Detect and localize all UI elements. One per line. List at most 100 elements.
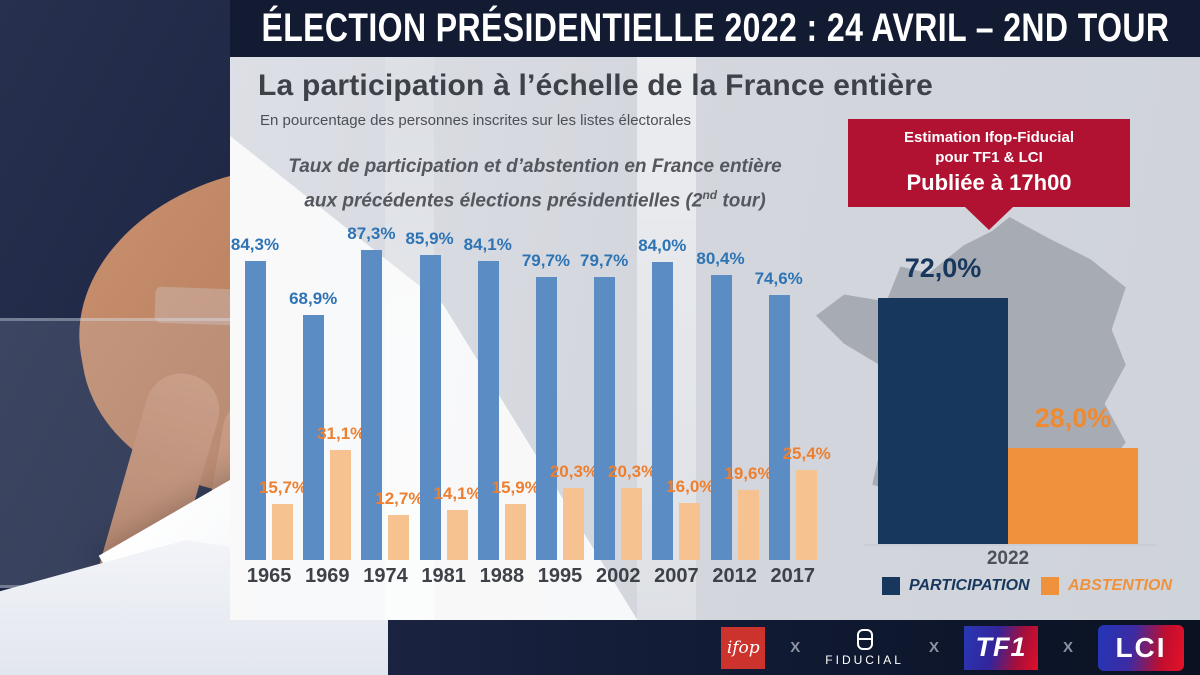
badge-line3: Publiée à 17h00: [906, 170, 1072, 195]
chart-title-line2: aux précédentes élections présidentielle…: [304, 190, 703, 212]
ifop-logo-text: ifop: [726, 637, 760, 658]
year-group: 68,9% 31,1%: [289, 248, 365, 560]
page-title: La participation à l’échelle de la Franc…: [258, 69, 934, 102]
year-label: 2007: [654, 565, 699, 587]
bar-value-label: 84,1%: [463, 235, 512, 254]
ifop-logo: ifop: [721, 626, 766, 669]
bar-value-label: 87,3%: [347, 224, 396, 243]
bar-value-label: 80,4%: [696, 249, 745, 268]
separator-x: X: [790, 639, 801, 656]
bar-abstention: [388, 515, 410, 560]
bar-participation: [652, 262, 674, 560]
year-group: 85,9% 14,1%: [405, 229, 482, 560]
bar-participation: [303, 315, 325, 560]
bar-value-label: 84,0%: [638, 236, 687, 255]
bar-2022-participation: [878, 298, 1008, 544]
baseline-2022: [864, 544, 1156, 546]
fiducial-logo-text: FIDUCIAL: [825, 652, 904, 667]
year-group: 84,0% 16,0%: [638, 236, 714, 560]
bar-participation: [245, 261, 267, 560]
year-label: 1995: [537, 565, 583, 587]
legend-item: PARTICIPATION: [882, 577, 1030, 595]
separator-x: X: [1062, 639, 1073, 656]
bar-abstention: [330, 450, 352, 560]
page-subtitle: En pourcentage des personnes inscrites s…: [260, 112, 692, 129]
year-2022-label: 2022: [986, 548, 1030, 569]
year-group: 87,3% 12,7%: [347, 224, 423, 560]
bar-value-label: 31,1%: [317, 424, 366, 443]
year-group: 79,7% 20,3%: [522, 248, 598, 560]
bar-value-label: 15,7%: [258, 478, 308, 497]
bar-value-label: 14,1%: [433, 484, 482, 503]
chart-title-superscript: nd: [702, 188, 718, 202]
year-label: 2017: [770, 565, 816, 587]
separator-x: X: [928, 639, 939, 656]
chart-title-line1: Taux de participation et d’abstention en…: [288, 156, 782, 177]
history-bars: 84,3% 15,7% 68,9% 31,1% 87,3% 12,7% 85,9% 14,1%…: [231, 224, 831, 560]
badge-line2: pour TF1 & LCI: [935, 149, 1043, 166]
bar-value-label: 84,3%: [230, 235, 280, 254]
bar-2022-abstention: [1008, 448, 1138, 544]
bar-participation: [536, 277, 558, 560]
year-group: 74,6% 25,4%: [755, 248, 831, 560]
label-2022-participation: 72,0%: [904, 252, 982, 283]
bar-value-label: 19,6%: [724, 464, 773, 483]
legend-item: ABSTENTION: [1041, 577, 1172, 595]
year-group: 80,4% 19,6%: [696, 248, 773, 560]
chart-title: Taux de participation et d’abstention en…: [230, 153, 840, 215]
year-label: 1974: [363, 565, 408, 587]
year-group: 84,3% 15,7%: [231, 235, 307, 560]
bar-value-label: 16,0%: [666, 477, 715, 496]
bar-value-label: 68,9%: [289, 289, 338, 308]
bar-abstention: [563, 488, 585, 560]
year-group: 84,1% 15,9%: [464, 235, 540, 560]
legend-swatch: [882, 577, 900, 595]
tf1-logo-text: TF1: [975, 632, 1027, 662]
year-axis: 1965 1969 1974 1981 1988 1995 2002 2007 2012 2017: [240, 565, 822, 588]
bar-value-label: 79,7%: [580, 251, 629, 270]
legend-row: PARTICIPATION ABSTENTION: [882, 577, 1172, 595]
bar-participation: [419, 255, 441, 560]
bar-value-label: 20,3%: [608, 462, 657, 481]
bar-abstention: [737, 490, 759, 560]
bar-value-label: 74,6%: [754, 269, 803, 288]
year-label: 1969: [305, 565, 350, 587]
lci-logo: LCI: [1098, 624, 1184, 671]
bar-value-label: 15,9%: [491, 478, 540, 497]
badge-line1: Estimation Ifop-Fiducial: [903, 129, 1074, 146]
bar-value-label: 79,7%: [521, 251, 571, 270]
bar-participation: [361, 250, 383, 560]
content-panel: La participation à l’échelle de la Franc…: [230, 57, 1200, 620]
bar-value-label: 85,9%: [405, 229, 454, 248]
estimation-badge: Estimation Ifop-Fiducial pour TF1 & LCI …: [848, 119, 1130, 207]
legend-swatch: [1041, 577, 1059, 595]
bar-participation: [594, 277, 616, 560]
bar-value-label: 20,3%: [549, 462, 599, 481]
bar-abstention: [621, 488, 643, 560]
bar-participation: [710, 275, 732, 560]
legend-label: PARTICIPATION: [909, 577, 1030, 594]
lci-logo-text: LCI: [1115, 631, 1167, 663]
bar-abstention: [679, 503, 701, 560]
year-label: 1988: [479, 565, 525, 587]
footer-strip: ifop X FIDUCIAL X TF1 X LCI: [388, 620, 1200, 675]
bar-abstention: [504, 504, 526, 560]
fiducial-icon: [856, 628, 873, 650]
label-2022-abstention: 28,0%: [1034, 403, 1112, 434]
year-label: 2012: [712, 565, 757, 587]
top-banner: ÉLECTION PRÉSIDENTIELLE 2022 : 24 AVRIL …: [230, 0, 1200, 57]
fiducial-logo: FIDUCIAL: [825, 628, 904, 667]
legend-label: ABSTENTION: [1068, 577, 1172, 594]
bar-participation: [768, 295, 790, 560]
badge-arrow-icon: [965, 207, 1013, 230]
chart-title-line2-end: tour): [717, 190, 766, 212]
bar-participation: [477, 261, 499, 560]
banner-title: ÉLECTION PRÉSIDENTIELLE 2022 : 24 AVRIL …: [261, 6, 1169, 50]
year-group: 79,7% 20,3%: [580, 248, 656, 560]
year-label: 1965: [246, 565, 292, 587]
bar-abstention: [272, 504, 294, 560]
year-label: 1981: [421, 565, 466, 587]
bar-value-label: 25,4%: [782, 444, 831, 463]
bar-abstention: [446, 510, 468, 560]
